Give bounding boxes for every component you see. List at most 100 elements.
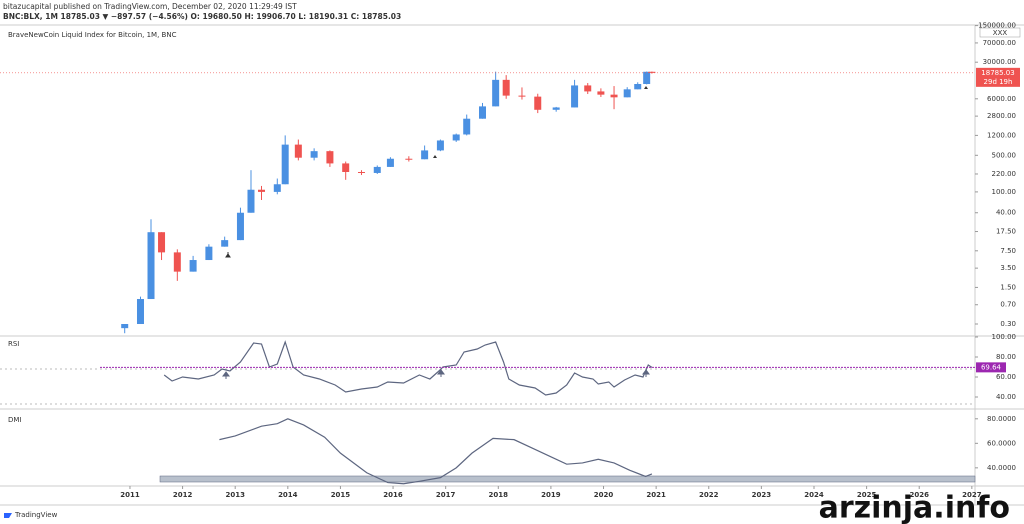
y-tick-label: 40.0000	[987, 464, 1016, 472]
arrow	[642, 369, 650, 377]
x-tick-label: 2016	[383, 491, 403, 499]
candle-body	[452, 134, 460, 141]
y-tick-label: 500.00	[992, 151, 1017, 159]
candle-body	[610, 94, 618, 98]
arrow	[433, 155, 437, 158]
arrows	[222, 86, 650, 379]
candle-body	[310, 151, 318, 158]
candle-body	[221, 240, 229, 247]
candle-body	[584, 85, 592, 92]
x-tick-label: 2015	[331, 491, 351, 499]
candle-body	[326, 151, 334, 164]
candle-body	[386, 158, 394, 167]
candle-body	[236, 212, 244, 241]
candle-body	[643, 71, 651, 85]
candle-body	[357, 171, 365, 173]
arrow	[222, 371, 230, 379]
last-price-box	[976, 67, 1020, 87]
current-value-box	[976, 362, 1006, 373]
y-tick-label: 100.00	[992, 333, 1017, 341]
x-tick-label: 2027	[962, 491, 982, 499]
candle-body	[634, 84, 642, 90]
y-tick-label: 1.50	[1000, 283, 1016, 291]
indicator-line	[163, 340, 653, 396]
x-tick-label: 2026	[909, 491, 929, 499]
x-tick-label: 2011	[120, 491, 140, 499]
y-tick-label: 220.00	[992, 170, 1017, 178]
y-tick-label: 7.50	[1000, 247, 1016, 255]
candle-body	[342, 163, 350, 172]
x-tick-label: 2021	[646, 491, 666, 499]
y-tick-label: 2800.00	[987, 112, 1016, 120]
candle-body	[479, 106, 487, 119]
candle-body	[205, 246, 213, 261]
band	[159, 475, 976, 483]
x-tick-label: 2014	[278, 491, 298, 499]
chart-title: BraveNewCoin Liquid Index for Bitcoin, 1…	[8, 31, 177, 39]
candle-body	[436, 140, 444, 151]
y-tick-label: 30000.00	[983, 58, 1016, 66]
x-tick-label: 2019	[541, 491, 561, 499]
candle-body	[373, 166, 381, 173]
candle-body	[173, 252, 181, 272]
currency-label: XXX	[993, 29, 1008, 37]
candle-body	[258, 189, 266, 192]
logo: TradingView	[14, 511, 58, 519]
y-tick-label: 60.0000	[987, 439, 1016, 447]
y-tick-label: 100.00	[992, 188, 1017, 196]
indicator-line	[219, 418, 653, 485]
candle-body	[648, 71, 656, 73]
y-tick-label: 0.30	[1000, 320, 1016, 328]
x-tick-label: 2020	[594, 491, 614, 499]
y-tick-label: 150000.00	[978, 22, 1016, 30]
candle-body	[405, 158, 413, 160]
candle-body	[294, 144, 302, 158]
x-tick-label: 2025	[857, 491, 877, 499]
y-tick-label: 80.0000	[987, 415, 1016, 423]
x-tick-label: 2018	[489, 491, 509, 499]
candle-body	[552, 107, 560, 110]
countdown: 29d 19h	[984, 78, 1013, 86]
candle-body	[147, 232, 155, 300]
candle-body	[189, 260, 197, 272]
y-tick-label: 80.00	[996, 353, 1016, 361]
last-price-label: 18785.03	[981, 69, 1014, 77]
currency-box	[979, 27, 1021, 38]
candle-body	[463, 118, 471, 135]
y-tick-label: 3.50	[1000, 264, 1016, 272]
y-tick-label: 1200.00	[987, 131, 1016, 139]
candle-body	[623, 89, 631, 98]
candle-body	[571, 85, 579, 108]
candle-body	[492, 79, 500, 107]
pane-title: DMI	[8, 416, 22, 424]
candle-body	[534, 96, 542, 110]
candle-body	[597, 91, 605, 95]
x-tick-label: 2022	[699, 491, 719, 499]
watermark: arzinja.info	[819, 491, 1010, 524]
candle-body	[121, 324, 129, 329]
pane-title: RSI	[8, 340, 19, 348]
x-tick-label: 2017	[436, 491, 456, 499]
y-tick-label: 6000.00	[987, 95, 1016, 103]
y-tick-label: 40.00	[996, 393, 1016, 401]
candle-body	[502, 79, 510, 96]
current-value-label: 69.64	[981, 363, 1002, 371]
candle-body	[247, 189, 255, 213]
y-tick-label: 70000.00	[983, 39, 1016, 47]
publisher: bitazucapital published on TradingView.c…	[3, 2, 297, 11]
ohlc-line: BNC:BLX, 1M 18785.03 ▼ −897.57 (−4.56%) …	[3, 12, 401, 21]
candle-body	[518, 95, 526, 97]
x-tick-label: 2013	[225, 491, 245, 499]
candle-body	[421, 150, 429, 160]
x-tick-label: 2024	[804, 491, 824, 499]
y-tick-label: 0.70	[1000, 301, 1016, 309]
arrow	[225, 252, 231, 258]
candle-body	[273, 184, 281, 192]
y-tick-label: 60.00	[996, 373, 1016, 381]
candle-body	[281, 144, 289, 185]
candle-body	[136, 299, 144, 325]
x-tick-label: 2012	[173, 491, 193, 499]
logo-icon	[4, 513, 12, 518]
